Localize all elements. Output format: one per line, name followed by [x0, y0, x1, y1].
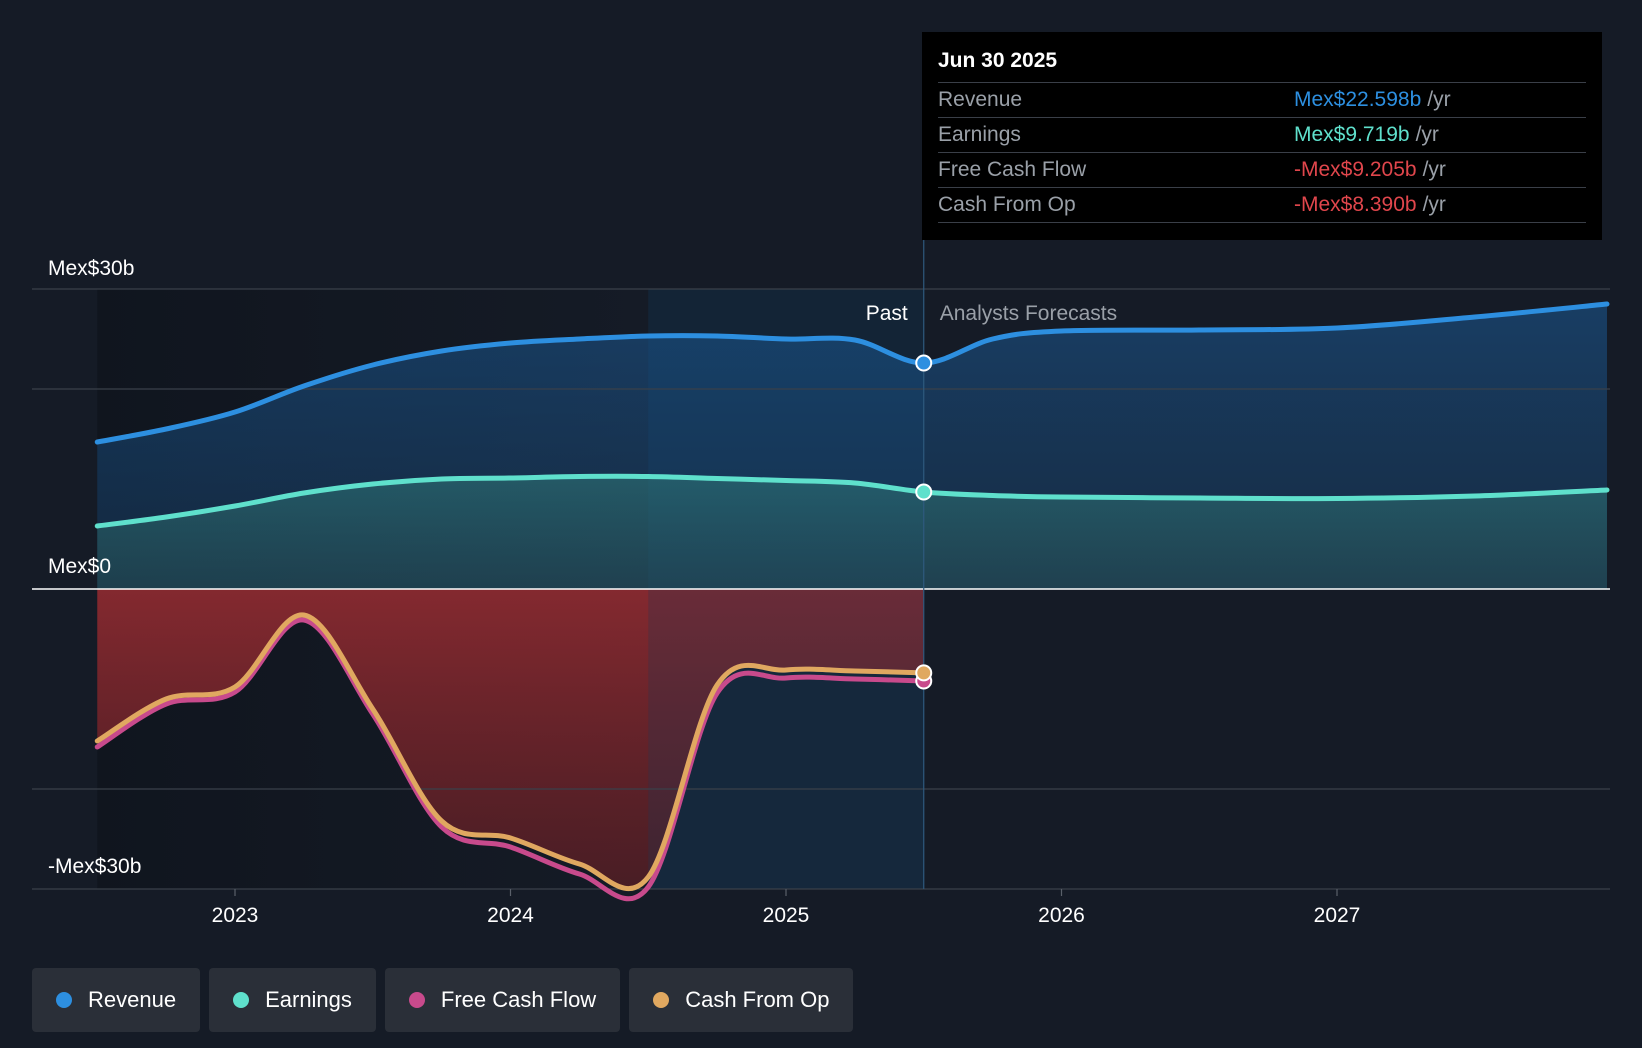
earnings-line	[94, 473, 1610, 529]
legend-dot-icon	[408, 992, 425, 1008]
tooltip-panel: Jun 30 2025 Revenue Mex$22.598b/yr Earning…	[922, 32, 1602, 240]
y-label-zero: Mex$0	[48, 555, 111, 578]
revenue-line	[94, 301, 1610, 445]
tooltip-row-label: Cash From Op	[938, 193, 1076, 216]
forecast-label: Analysts Forecasts	[940, 302, 1117, 325]
legend-item-cash-from-op[interactable]: Cash From Op	[629, 968, 854, 1032]
tooltip-row: Cash From Op -Mex$8.390b/yr	[938, 188, 1586, 223]
tooltip-row-value: -Mex$9.205b	[1294, 158, 1417, 181]
tooltip-row: Free Cash Flow -Mex$9.205b/yr	[938, 153, 1586, 188]
cash-flow-area	[97, 589, 924, 889]
tooltip-date: Jun 30 2025	[938, 46, 1586, 83]
x-tick-label: 2024	[487, 904, 534, 927]
legend-dot-icon	[233, 992, 250, 1008]
tooltip-row-unit: /yr	[1427, 88, 1451, 111]
y-label-top: Mex$30b	[48, 257, 134, 280]
tooltip-row: Earnings Mex$9.719b/yr	[938, 118, 1586, 153]
tooltip-row-label: Revenue	[938, 88, 1023, 111]
tooltip-row-label: Earnings	[938, 123, 1021, 146]
past-highlight-lower	[648, 589, 924, 889]
legend-label: Cash From Op	[685, 987, 830, 1012]
earnings-area	[97, 476, 1607, 589]
tooltip-row: Revenue Mex$22.598b/yr	[938, 83, 1586, 118]
free-cash-flow-line	[94, 617, 927, 902]
x-tick-label: 2023	[212, 904, 259, 927]
tooltip-row-unit: /yr	[1415, 123, 1439, 146]
legend-label: Free Cash Flow	[440, 987, 597, 1012]
tooltip-row-value: Mex$22.598b	[1294, 88, 1422, 111]
tooltip-row-value: -Mex$8.390b	[1294, 193, 1417, 216]
cash-from-op-line	[94, 612, 927, 892]
cash-from-op-point	[915, 664, 933, 682]
legend-item-earnings[interactable]: Earnings	[209, 968, 376, 1032]
revenue-point	[915, 354, 933, 372]
tooltip-row-label: Free Cash Flow	[938, 158, 1087, 181]
x-tick-label: 2026	[1038, 904, 1085, 927]
x-tick-label: 2027	[1314, 904, 1361, 927]
earnings-point	[915, 483, 933, 501]
legend: Revenue Earnings Free Cash Flow Cash From O…	[32, 968, 854, 1032]
legend-item-revenue[interactable]: Revenue	[32, 968, 201, 1032]
legend-label: Earnings	[265, 987, 352, 1012]
legend-dot-icon	[56, 992, 72, 1008]
legend-item-free-cash-flow[interactable]: Free Cash Flow	[384, 968, 621, 1032]
legend-label: Revenue	[88, 987, 177, 1012]
y-label-bottom: -Mex$30b	[48, 855, 141, 878]
tooltip-row-value: Mex$9.719b	[1294, 123, 1410, 146]
legend-dot-icon	[653, 992, 670, 1008]
tooltip-row-unit: /yr	[1422, 193, 1446, 216]
x-tick-label: 2025	[763, 904, 810, 927]
tooltip-row-unit: /yr	[1422, 158, 1446, 181]
past-label: Past	[866, 302, 908, 325]
